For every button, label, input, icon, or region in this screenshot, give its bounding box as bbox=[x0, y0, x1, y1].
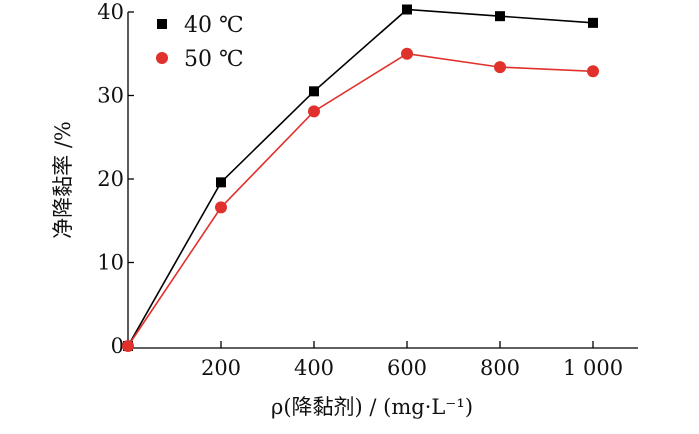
series-line bbox=[127, 52, 594, 347]
x-tick-label: 600 bbox=[387, 356, 427, 380]
legend: 40 ℃ 50 ℃ bbox=[156, 13, 244, 72]
y-axis-label: 净降黏率 /% bbox=[51, 121, 75, 239]
data-point bbox=[309, 86, 319, 97]
legend-marker bbox=[156, 52, 168, 64]
y-tick-label: 0 bbox=[111, 334, 124, 358]
data-point bbox=[216, 177, 226, 188]
data-point bbox=[588, 17, 598, 28]
data-point bbox=[401, 47, 413, 60]
y-tick-label: 10 bbox=[97, 251, 124, 275]
x-tick-label: 1 000 bbox=[563, 356, 623, 380]
x-axis-label: ρ(降黏剂) / (mg·L⁻¹) bbox=[271, 395, 473, 419]
x-tick-label: 800 bbox=[480, 356, 520, 380]
legend-label: 50 ℃ bbox=[184, 47, 244, 72]
data-point bbox=[495, 11, 505, 22]
data-point bbox=[122, 340, 134, 352]
y-tick-label: 30 bbox=[97, 84, 124, 108]
data-point bbox=[308, 105, 320, 118]
axis-ticks: 0 10 20 30 40 200 400 600 800 1 000 bbox=[97, 0, 623, 380]
x-tick-label: 400 bbox=[294, 356, 334, 380]
data-point bbox=[402, 4, 412, 15]
series-line bbox=[127, 8, 594, 347]
x-tick-label: 200 bbox=[201, 356, 241, 380]
series-layer bbox=[122, 4, 599, 352]
legend-marker bbox=[157, 19, 167, 29]
data-point bbox=[215, 201, 227, 214]
y-tick-label: 20 bbox=[97, 167, 124, 191]
legend-label: 40 ℃ bbox=[184, 13, 244, 38]
data-point bbox=[494, 61, 506, 74]
data-point bbox=[587, 65, 599, 78]
y-tick-label: 40 bbox=[97, 0, 124, 24]
